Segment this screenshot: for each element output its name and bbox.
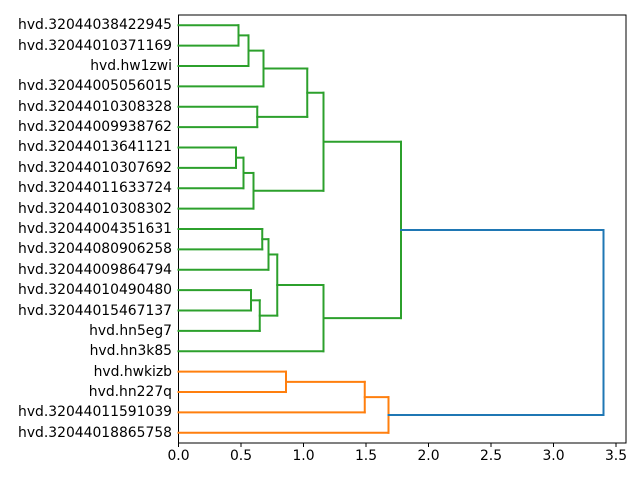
leaf-label: hvd.32044015467137 [18,302,172,319]
x-tick-label: 2.5 [479,448,503,464]
leaf-label: hvd.32044013641121 [18,139,172,156]
leaf-label: hvd.hn3k85 [89,343,172,360]
leaf-label: hvd.32044010490480 [18,282,172,299]
x-tick-label: 1.0 [292,448,315,464]
leaf-label: hvd.32044011633724 [18,180,172,197]
x-tick-label: 0.0 [167,448,190,464]
leaf-label: hvd.hwkizb [93,363,172,380]
leaf-label: hvd.32044009864794 [18,261,172,278]
leaf-label: hvd.hn5eg7 [89,322,172,339]
x-tick-label: 0.5 [229,448,253,464]
leaf-label: hvd.32044010308302 [18,200,172,217]
leaf-label: hvd.32044080906258 [18,241,172,258]
leaf-label: hvd.32044038422945 [18,17,172,34]
leaf-label: hvd.32044009938762 [18,119,172,136]
leaf-label: hvd.32044005056015 [18,78,172,95]
leaf-label: hvd.hn227q [88,384,172,401]
x-tick-label: 3.5 [604,448,628,464]
x-tick-label: 2.0 [417,448,440,464]
x-tick-label: 3.0 [542,448,565,464]
leaf-label: hvd.32044018865758 [18,424,172,441]
leaf-label: hvd.hw1zwi [90,57,172,74]
leaf-label: hvd.32044010308328 [18,98,172,115]
leaf-label: hvd.32044010307692 [18,159,172,176]
leaf-label: hvd.32044011591039 [18,404,172,421]
x-tick-label: 1.5 [354,448,378,464]
leaf-label: hvd.32044004351631 [18,221,172,237]
leaf-label: hvd.32044010371169 [18,37,172,54]
